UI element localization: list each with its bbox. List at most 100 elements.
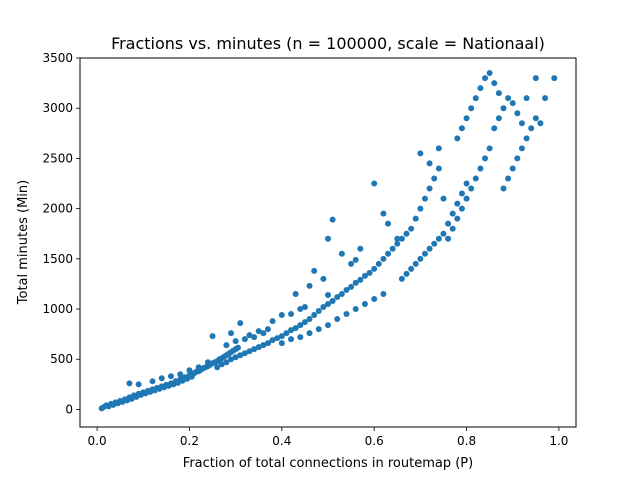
data-point: [528, 125, 535, 132]
data-point: [288, 311, 295, 318]
data-point: [223, 359, 230, 366]
data-point: [385, 250, 392, 257]
data-point: [325, 322, 331, 329]
data-point: [338, 250, 345, 257]
data-point: [403, 270, 410, 277]
data-point: [177, 371, 184, 378]
data-point: [214, 364, 221, 371]
data-point: [458, 125, 465, 132]
data-point: [417, 255, 424, 262]
data-point: [486, 70, 493, 77]
y-tick-label: 3000: [42, 101, 73, 115]
data-point: [371, 180, 378, 187]
data-point: [486, 145, 493, 152]
data-point: [463, 180, 470, 187]
data-point: [260, 342, 267, 349]
y-axis-ticks: 0 500 1000 1500 2000 2500 3000 3500: [42, 51, 80, 416]
data-point: [329, 297, 336, 304]
data-point: [167, 373, 174, 380]
data-point: [301, 319, 308, 326]
data-point: [126, 380, 133, 387]
data-point: [301, 304, 308, 311]
data-point: [315, 326, 322, 333]
data-point: [449, 225, 456, 232]
data-point: [412, 215, 419, 222]
data-point: [551, 75, 558, 82]
data-point: [288, 327, 295, 334]
data-point: [297, 306, 304, 313]
data-point: [380, 255, 387, 262]
data-point: [274, 335, 281, 342]
y-tick-label: 3500: [42, 51, 73, 65]
data-point: [241, 350, 248, 357]
data-point: [435, 165, 442, 172]
data-point: [421, 195, 428, 202]
data-point: [509, 165, 516, 172]
data-point: [315, 308, 322, 315]
x-tick-label: 0.0: [88, 434, 107, 448]
data-point: [311, 312, 318, 319]
data-point: [361, 272, 368, 279]
data-point: [325, 235, 331, 242]
data-point: [463, 115, 470, 122]
data-point: [371, 265, 378, 272]
y-tick-label: 0: [65, 402, 73, 416]
x-axis-label: Fraction of total connections in routema…: [183, 456, 473, 471]
data-point: [445, 235, 452, 242]
data-point: [325, 301, 331, 307]
data-point: [389, 245, 396, 252]
data-point: [352, 256, 359, 263]
data-point: [500, 105, 507, 112]
data-point: [251, 346, 258, 353]
data-point: [394, 240, 401, 247]
data-point: [435, 235, 442, 242]
data-point: [477, 165, 484, 172]
y-tick-label: 1500: [42, 252, 73, 266]
y-axis-label: Total minutes (Min): [16, 180, 31, 305]
data-point: [426, 185, 433, 192]
data-point: [237, 352, 244, 359]
data-point: [495, 115, 502, 122]
data-point: [482, 75, 489, 82]
data-point: [518, 120, 525, 127]
data-point: [542, 95, 549, 102]
data-point: [412, 260, 419, 267]
data-point: [306, 282, 313, 289]
data-point: [435, 145, 442, 152]
data-point: [311, 267, 318, 274]
data-point: [329, 216, 336, 223]
data-point: [218, 361, 225, 368]
data-point: [278, 333, 285, 340]
data-point: [278, 340, 285, 347]
data-point: [509, 100, 516, 107]
data-point: [537, 120, 544, 127]
data-point: [348, 283, 355, 290]
data-point: [371, 295, 378, 302]
data-point: [186, 367, 193, 374]
data-point: [297, 322, 304, 329]
x-tick-label: 0.6: [365, 434, 384, 448]
data-point: [361, 301, 368, 307]
data-point: [472, 95, 479, 102]
data-point: [426, 245, 433, 252]
data-point: [482, 155, 489, 162]
data-point: [385, 220, 392, 227]
data-point: [255, 328, 262, 335]
data-point: [366, 269, 373, 276]
data-point: [306, 330, 313, 337]
data-point: [264, 340, 271, 347]
data-point: [228, 330, 235, 337]
data-point: [472, 175, 479, 182]
data-point: [495, 90, 502, 97]
data-point: [269, 318, 276, 325]
x-axis-ticks: 0.0 0.2 0.4 0.6 0.8 1.0: [88, 427, 568, 448]
data-points: [98, 70, 558, 412]
y-tick-label: 2000: [42, 202, 73, 216]
data-point: [408, 225, 415, 232]
data-point: [394, 235, 401, 242]
data-point: [269, 337, 276, 344]
data-point: [241, 336, 248, 343]
chart-title: Fractions vs. minutes (n = 100000, scale…: [111, 34, 545, 53]
